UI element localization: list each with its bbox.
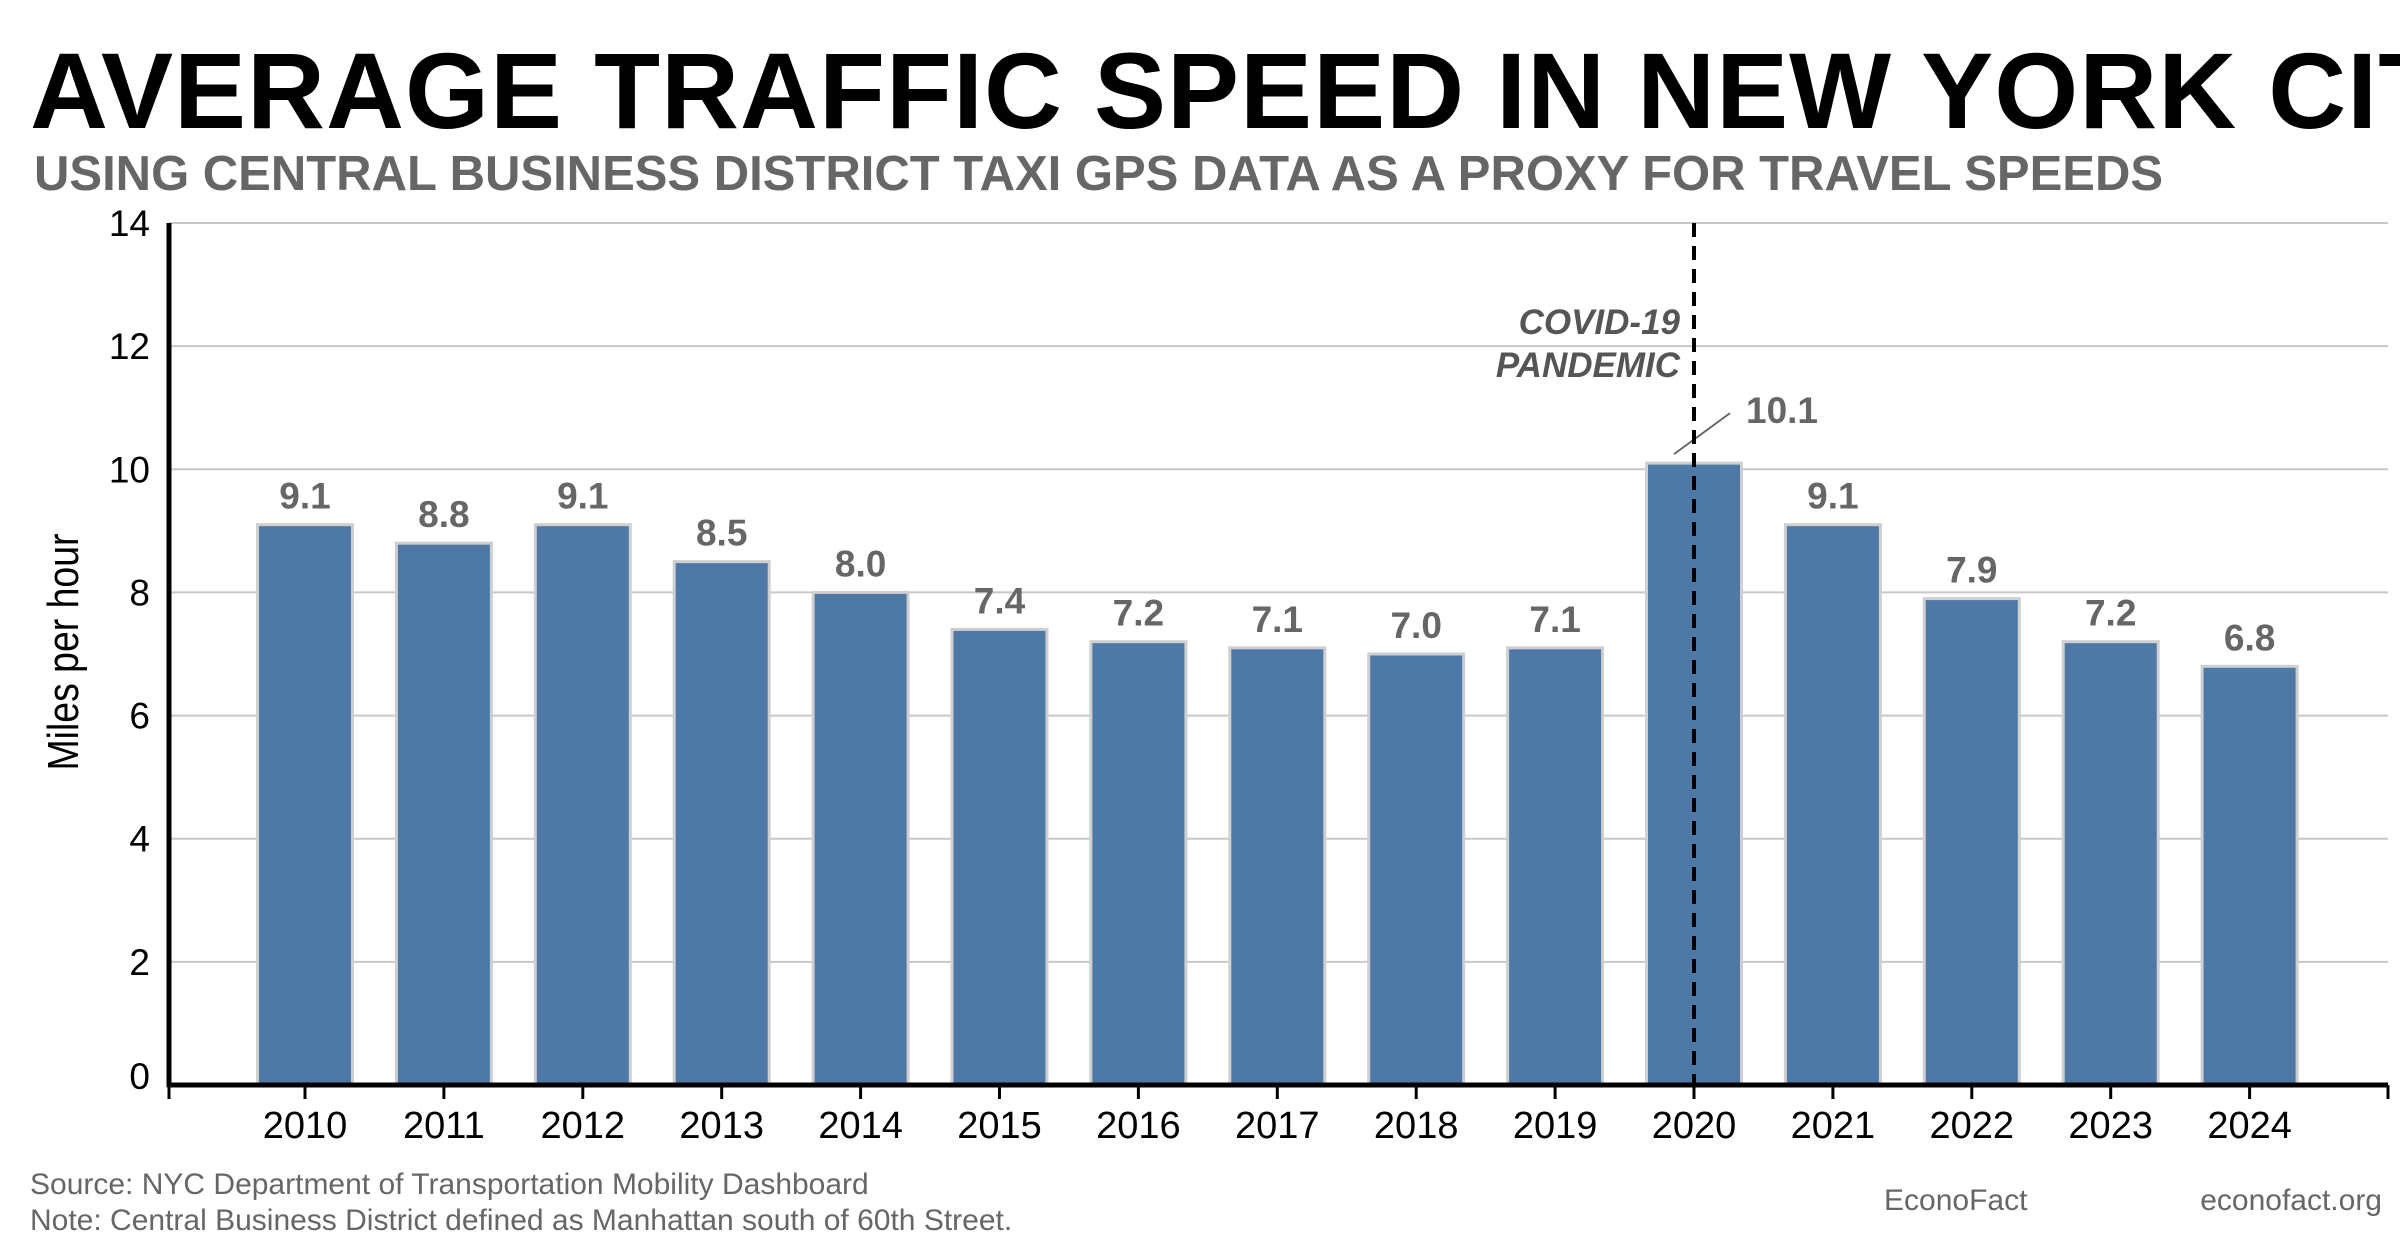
value-label: 7.9 xyxy=(1946,550,1997,591)
bar-2015 xyxy=(950,627,1049,1087)
value-label: 9.1 xyxy=(557,476,608,517)
x-tick-label: 2024 xyxy=(2207,1105,2292,1147)
x-tick-label: 2014 xyxy=(818,1105,903,1147)
annotation-label: COVID-19 xyxy=(1519,303,1681,342)
bar-2018 xyxy=(1367,652,1466,1087)
x-tick-label: 2021 xyxy=(1791,1105,1876,1147)
value-label: 8.8 xyxy=(418,494,469,535)
y-tick-label: 0 xyxy=(129,1056,150,1097)
x-tick-label: 2022 xyxy=(1930,1105,2015,1147)
site-url: econofact.org xyxy=(2200,1184,2382,1217)
value-label: 7.0 xyxy=(1390,605,1441,646)
bar-2020 xyxy=(1645,461,1743,1087)
x-tick-label: 2013 xyxy=(679,1105,764,1147)
y-tick-label: 8 xyxy=(129,572,150,613)
y-tick-label: 4 xyxy=(129,819,150,860)
bar-2024 xyxy=(2200,664,2299,1087)
annotation-label: PANDEMIC xyxy=(1496,346,1681,385)
value-label: 9.1 xyxy=(279,476,330,517)
bar-2012 xyxy=(533,523,632,1087)
bar-2013 xyxy=(672,560,771,1087)
x-tick-label: 2015 xyxy=(957,1105,1042,1147)
x-tick-label: 2012 xyxy=(541,1105,626,1147)
source-note: Source: NYC Department of Transportation… xyxy=(30,1168,869,1201)
y-tick-label: 10 xyxy=(109,449,150,490)
bar-2022 xyxy=(1922,597,2021,1087)
y-tick-label: 2 xyxy=(129,942,150,983)
bar-2021 xyxy=(1783,523,1882,1087)
value-label: 6.8 xyxy=(2224,617,2275,658)
x-tick-label: 2011 xyxy=(403,1105,485,1147)
bar-2011 xyxy=(394,541,493,1087)
x-tick-label: 2016 xyxy=(1096,1105,1181,1147)
bar-2010 xyxy=(256,523,354,1087)
bar-2014 xyxy=(811,590,910,1087)
chart-subtitle: USING CENTRAL BUSINESS DISTRICT TAXI GPS… xyxy=(34,147,2164,201)
value-label: 7.2 xyxy=(1113,593,1164,634)
y-tick-label: 12 xyxy=(109,326,150,367)
x-tick-label: 2020 xyxy=(1652,1105,1737,1147)
chart-title: AVERAGE TRAFFIC SPEED IN NEW YORK CITY xyxy=(30,30,2400,151)
x-tick-label: 2023 xyxy=(2068,1105,2153,1147)
bar-2016 xyxy=(1089,640,1188,1087)
value-label: 10.1 xyxy=(1746,390,1818,431)
definition-note: Note: Central Business District defined … xyxy=(30,1204,1013,1237)
y-tick-label: 14 xyxy=(109,203,150,244)
value-label: 7.2 xyxy=(2085,593,2136,634)
x-tick-label: 2010 xyxy=(263,1105,348,1147)
bar-2019 xyxy=(1506,646,1605,1087)
value-label: 9.1 xyxy=(1807,476,1858,517)
value-label: 8.0 xyxy=(835,543,886,584)
leader-line xyxy=(1673,412,1731,455)
x-tick-label: 2018 xyxy=(1374,1105,1459,1147)
bar-2023 xyxy=(2061,640,2160,1087)
value-label: 7.1 xyxy=(1529,599,1580,640)
x-tick-label: 2019 xyxy=(1513,1105,1598,1147)
x-tick-label: 2017 xyxy=(1235,1105,1320,1147)
value-label: 7.1 xyxy=(1252,599,1303,640)
y-axis-label: Miles per hour xyxy=(38,534,88,771)
y-tick-label: 6 xyxy=(129,696,150,737)
value-label: 8.5 xyxy=(696,513,747,554)
brand-label: EconoFact xyxy=(1884,1184,2028,1217)
value-label: 7.4 xyxy=(974,580,1026,621)
bar-2017 xyxy=(1228,646,1327,1087)
